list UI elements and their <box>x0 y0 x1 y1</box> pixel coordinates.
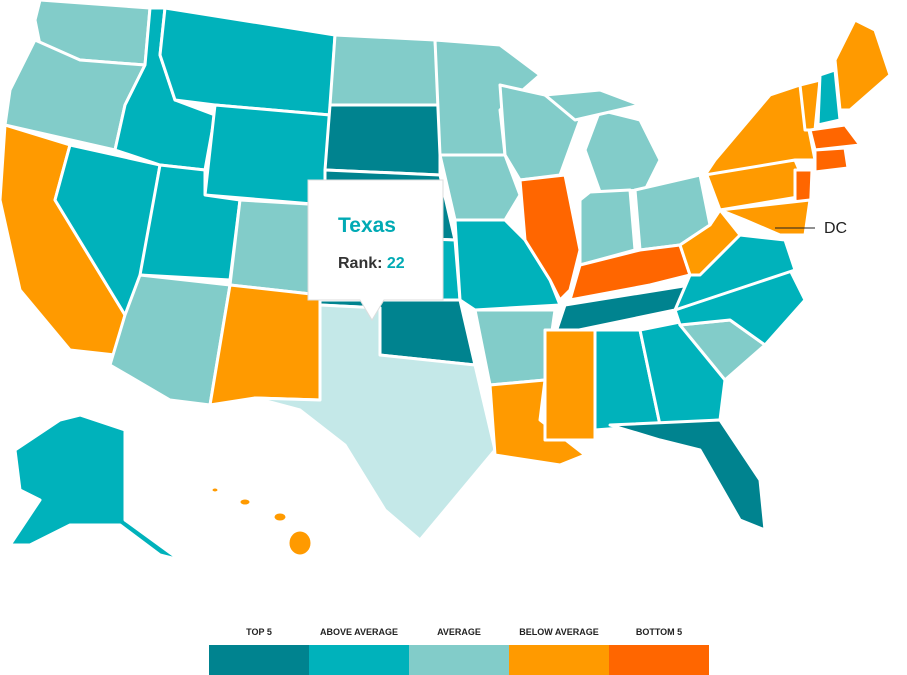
state[interactable] <box>323 103 442 177</box>
state[interactable] <box>286 528 314 558</box>
state[interactable] <box>608 418 767 532</box>
state[interactable] <box>209 485 221 495</box>
state[interactable] <box>833 18 892 112</box>
legend: TOP 5 ABOVE AVERAGE AVERAGE BELOW AVERAGE BO… <box>209 627 709 675</box>
state[interactable] <box>438 153 522 222</box>
state[interactable] <box>237 496 253 508</box>
state[interactable] <box>813 146 850 174</box>
state[interactable] <box>583 108 662 194</box>
legend-label: BOTTOM 5 <box>636 627 682 637</box>
state[interactable] <box>543 328 597 442</box>
legend-label: BELOW AVERAGE <box>519 627 599 637</box>
legend-label: ABOVE AVERAGE <box>320 627 398 637</box>
rank-label: Rank: <box>338 255 382 272</box>
state[interactable] <box>328 33 442 107</box>
state[interactable] <box>678 208 742 277</box>
states <box>0 0 892 562</box>
legend-swatch <box>509 645 609 675</box>
legend-swatch <box>209 645 309 675</box>
state[interactable] <box>718 198 812 237</box>
state[interactable] <box>473 308 557 387</box>
rank-value: 22 <box>387 255 405 272</box>
state[interactable] <box>8 413 182 562</box>
state[interactable] <box>253 303 497 542</box>
legend-label: TOP 5 <box>246 627 272 637</box>
state[interactable] <box>808 123 862 152</box>
state[interactable] <box>816 68 842 127</box>
state[interactable] <box>703 83 817 177</box>
tooltip-box <box>307 179 444 321</box>
legend-swatch <box>609 645 709 675</box>
state[interactable] <box>518 173 582 302</box>
state[interactable] <box>208 283 322 407</box>
state[interactable] <box>158 6 337 117</box>
legend-swatch <box>309 645 409 675</box>
legend-label: AVERAGE <box>437 627 481 637</box>
tooltip-state: Texas <box>338 214 396 237</box>
legend-swatch <box>409 645 509 675</box>
tooltip-rank-label: Rank: 22 <box>338 255 405 272</box>
tooltip: Texas Rank: 22 <box>307 179 444 321</box>
state[interactable] <box>543 88 642 122</box>
state[interactable] <box>271 510 289 524</box>
dc-label: DC <box>824 220 847 237</box>
